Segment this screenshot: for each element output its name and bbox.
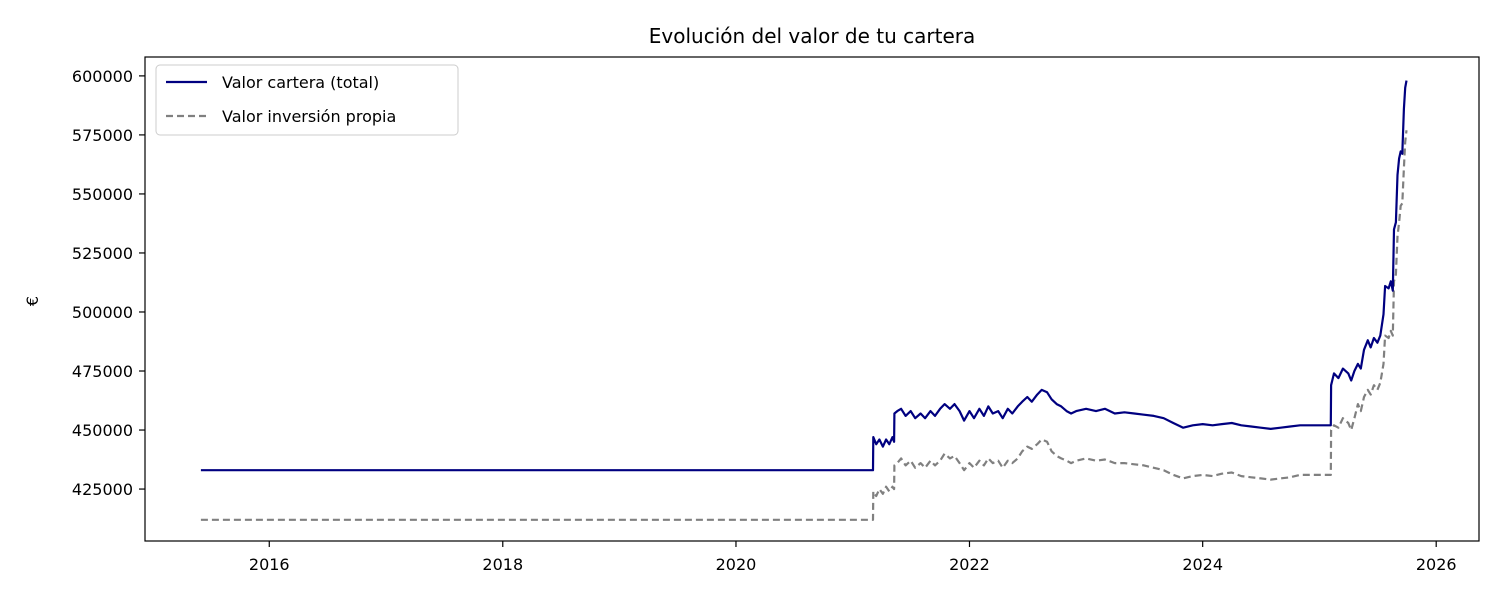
y-tick-label: 450000 xyxy=(72,421,133,440)
y-tick-label: 425000 xyxy=(72,480,133,499)
series-line-total xyxy=(200,80,1408,472)
y-tick-label: 600000 xyxy=(72,67,133,86)
legend-label-total: Valor cartera (total) xyxy=(222,73,379,92)
y-tick-label: 525000 xyxy=(72,244,133,263)
legend-box xyxy=(155,64,459,136)
plot-lines xyxy=(200,80,1408,521)
y-axis-label: € xyxy=(23,296,42,306)
y-axis: 425000 450000 475000 500000 525000 550000 5750… xyxy=(72,67,145,499)
y-tick-label: 550000 xyxy=(72,185,133,204)
legend-label-own: Valor inversión propia xyxy=(222,107,396,126)
x-tick-label: 2022 xyxy=(949,555,990,574)
y-tick-label: 500000 xyxy=(72,303,133,322)
x-axis: 2016 2018 2020 2022 2024 2026 xyxy=(249,541,1457,574)
x-tick-label: 2020 xyxy=(716,555,757,574)
y-tick-label: 575000 xyxy=(72,126,133,145)
x-tick-label: 2016 xyxy=(249,555,290,574)
x-tick-label: 2026 xyxy=(1416,555,1457,574)
series-line-own xyxy=(200,130,1408,521)
y-tick-label: 475000 xyxy=(72,362,133,381)
x-tick-label: 2024 xyxy=(1182,555,1223,574)
plot-frame xyxy=(144,56,1480,542)
legend: Valor cartera (total) Valor inversión pr… xyxy=(155,64,459,136)
x-tick-label: 2018 xyxy=(482,555,523,574)
chart-title: Evolución del valor de tu cartera xyxy=(649,24,975,48)
